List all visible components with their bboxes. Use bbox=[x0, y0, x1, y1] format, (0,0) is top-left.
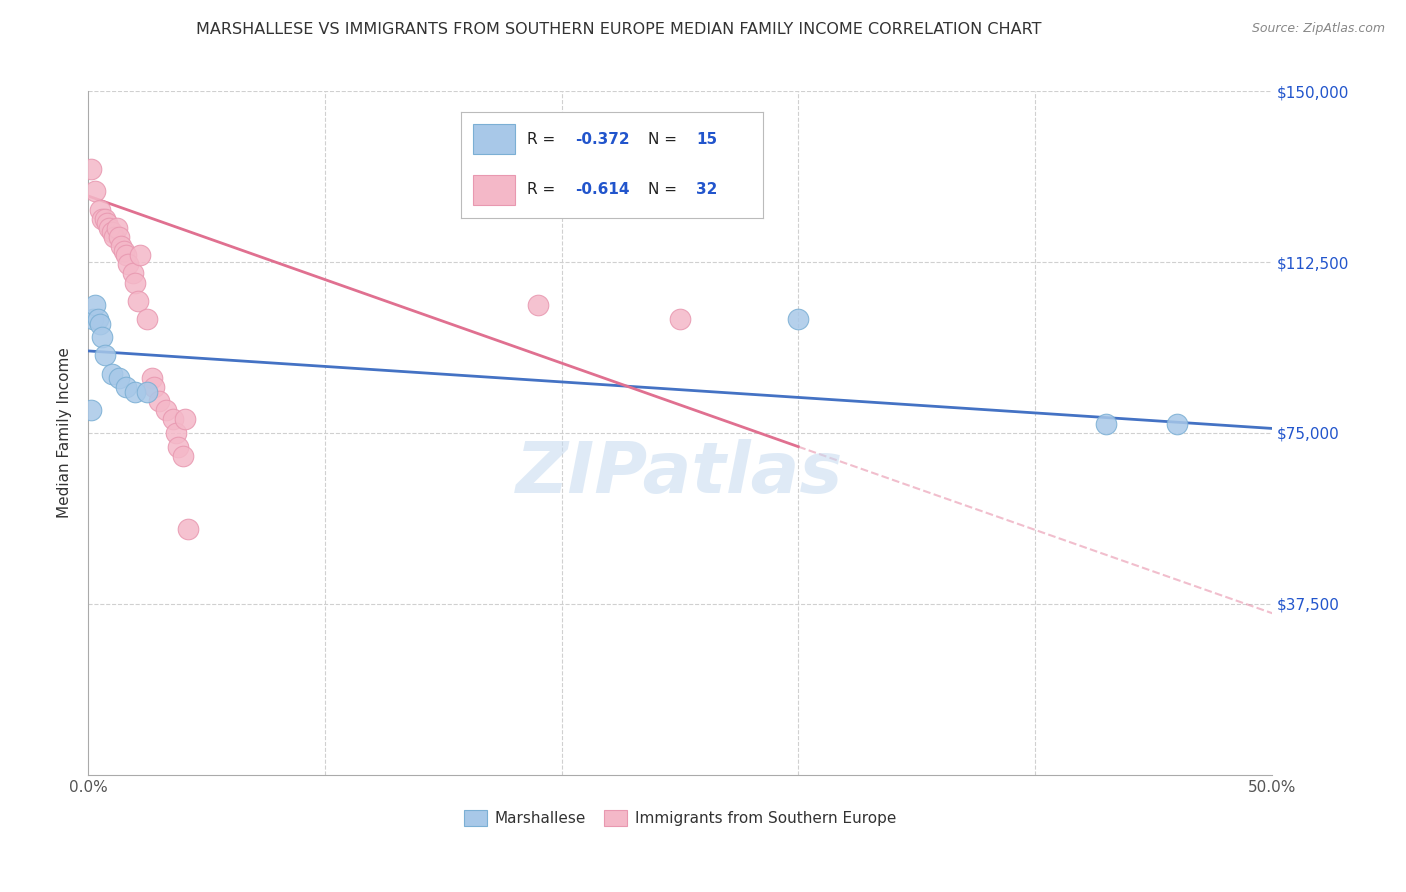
Point bbox=[108, 371, 131, 385]
Point bbox=[787, 312, 810, 326]
Point bbox=[96, 216, 118, 230]
Point bbox=[84, 185, 107, 199]
Point bbox=[127, 293, 149, 308]
Point bbox=[122, 267, 145, 281]
Point bbox=[103, 230, 125, 244]
Point bbox=[89, 202, 111, 217]
Point bbox=[176, 522, 198, 536]
Point bbox=[101, 226, 124, 240]
Point bbox=[1166, 417, 1188, 431]
Point bbox=[89, 317, 111, 331]
Point bbox=[117, 257, 139, 271]
Point bbox=[155, 403, 177, 417]
Point bbox=[79, 161, 101, 176]
Point bbox=[79, 403, 101, 417]
Point bbox=[129, 248, 152, 262]
Point bbox=[112, 244, 135, 258]
Text: Source: ZipAtlas.com: Source: ZipAtlas.com bbox=[1251, 22, 1385, 36]
Point bbox=[143, 380, 166, 394]
Point bbox=[162, 412, 184, 426]
Point bbox=[1095, 417, 1118, 431]
Point bbox=[174, 412, 197, 426]
Point bbox=[167, 440, 190, 454]
Point bbox=[93, 349, 115, 363]
Point bbox=[124, 384, 146, 399]
Point bbox=[110, 239, 132, 253]
Point bbox=[115, 380, 138, 394]
Point bbox=[82, 312, 104, 326]
Point bbox=[136, 384, 159, 399]
Point bbox=[148, 394, 170, 409]
Point bbox=[108, 230, 131, 244]
Legend: Marshallese, Immigrants from Southern Europe: Marshallese, Immigrants from Southern Eu… bbox=[458, 804, 903, 832]
Text: MARSHALLESE VS IMMIGRANTS FROM SOUTHERN EUROPE MEDIAN FAMILY INCOME CORRELATION : MARSHALLESE VS IMMIGRANTS FROM SOUTHERN … bbox=[195, 22, 1042, 37]
Point bbox=[172, 449, 194, 463]
Point bbox=[105, 220, 128, 235]
Point bbox=[124, 276, 146, 290]
Point bbox=[527, 298, 550, 312]
Point bbox=[101, 367, 124, 381]
Point bbox=[115, 248, 138, 262]
Point bbox=[86, 312, 108, 326]
Text: ZIPatlas: ZIPatlas bbox=[516, 440, 844, 508]
Point bbox=[93, 211, 115, 226]
Y-axis label: Median Family Income: Median Family Income bbox=[58, 348, 72, 518]
Point bbox=[141, 371, 163, 385]
Point bbox=[84, 298, 107, 312]
Point bbox=[669, 312, 692, 326]
Point bbox=[165, 425, 187, 440]
Point bbox=[136, 312, 159, 326]
Point bbox=[91, 330, 114, 344]
Point bbox=[91, 211, 114, 226]
Point bbox=[98, 220, 121, 235]
